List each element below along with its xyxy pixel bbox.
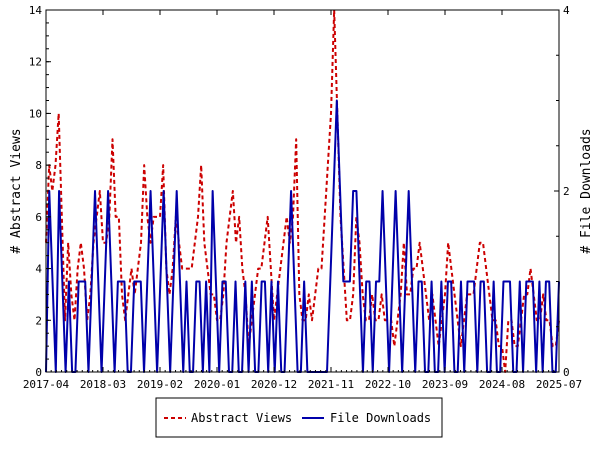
x-tick-label: 2025-07: [536, 378, 582, 391]
x-axis: 2017-04 2018-03 2019-02 2020-01 2020-12 2021-…: [23, 10, 582, 391]
series-line-file-downloads: [45, 99, 560, 373]
y-left-tick-label: 4: [35, 263, 42, 276]
x-tick-label: 2020-01: [194, 378, 240, 391]
y-left-tick-label: 12: [29, 56, 42, 69]
y-left-tick-label: 10: [29, 107, 42, 120]
legend-box: [155, 397, 443, 438]
y-left-tick-label: 2: [35, 314, 42, 327]
y-axis-right-title: # File Downloads: [579, 128, 594, 253]
series-layer: [45, 9, 560, 373]
x-tick-label: 2023-09: [422, 378, 468, 391]
y-left-tick-label: 0: [35, 366, 42, 379]
x-tick-label: 2024-08: [479, 378, 525, 391]
y-left-tick-label: 8: [35, 159, 42, 172]
legend: Abstract Views File Downloads: [155, 397, 443, 438]
legend-label-abstract-views: Abstract Views: [191, 411, 292, 425]
y-right-tick-label: 2: [563, 185, 570, 198]
x-tick-label: 2018-03: [80, 378, 126, 391]
y-axis-right: 0 2 4: [554, 4, 570, 379]
x-tick-label: 2017-04: [23, 378, 70, 391]
y-axis-left-title: # Abstract Views: [9, 128, 24, 253]
y-left-tick-label: 14: [29, 4, 43, 17]
y-left-tick-label: 6: [35, 211, 42, 224]
x-tick-label: 2019-02: [137, 378, 183, 391]
x-tick-label: 2022-10: [365, 378, 411, 391]
x-tick-label: 2021-11: [308, 378, 354, 391]
y-right-tick-label: 4: [563, 4, 570, 17]
legend-label-file-downloads: File Downloads: [330, 411, 431, 425]
x-tick-label: 2020-12: [251, 378, 297, 391]
y-axis-left: 0 2 4 6 8 10 12 14: [29, 4, 51, 379]
y-right-tick-label: 0: [563, 366, 570, 379]
